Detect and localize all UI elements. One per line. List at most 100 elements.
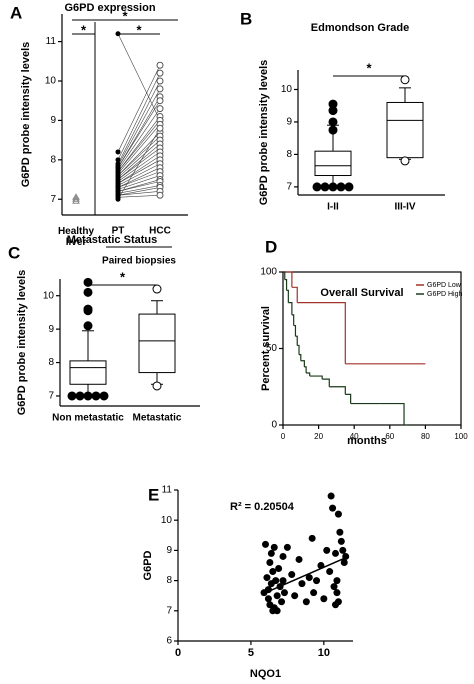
significance-star: *	[81, 22, 87, 37]
point	[279, 552, 287, 560]
outlier	[320, 182, 330, 192]
box	[138, 313, 176, 374]
pair-line	[117, 155, 161, 184]
survival-step	[304, 366, 307, 373]
y-tick-label: 7	[50, 194, 56, 205]
y-tick-label: 8	[50, 154, 56, 165]
point	[339, 546, 347, 554]
label-line: liver	[66, 237, 87, 248]
label-line: Healthy	[58, 226, 95, 237]
point	[278, 598, 286, 606]
y-tick-label: 9	[286, 117, 292, 128]
legend-label: G6PD High	[427, 291, 463, 298]
y-tick-label: 7	[166, 605, 172, 616]
healthy-point	[72, 195, 80, 202]
x-tick-label: 0	[281, 432, 286, 441]
x-category-label: Healthy liver	[58, 226, 95, 248]
survival-step	[306, 372, 311, 377]
x-tick-label: 100	[454, 432, 468, 441]
point	[329, 504, 337, 512]
survival-step	[380, 402, 405, 425]
panel-letter: B	[240, 9, 252, 28]
y-tick-label: 11	[46, 36, 57, 47]
pair-line	[117, 33, 161, 121]
hcc-point	[156, 77, 164, 85]
pair-line	[117, 100, 161, 168]
outlier	[99, 391, 109, 401]
pair-line	[117, 80, 161, 164]
point	[280, 589, 288, 597]
panel-letter: C	[8, 243, 20, 262]
chart-title: G6PD expression	[64, 2, 155, 14]
healthy-point	[72, 197, 80, 204]
point	[275, 565, 283, 573]
y-tick-label: 9	[166, 545, 172, 556]
survival-step	[345, 393, 352, 404]
point	[283, 543, 291, 551]
pt-point	[115, 157, 121, 163]
survival-step	[309, 375, 323, 380]
outlier	[328, 106, 338, 116]
outlier	[83, 277, 93, 287]
pair-line	[117, 159, 161, 184]
point	[332, 549, 339, 557]
healthy-point	[72, 193, 80, 200]
point	[323, 546, 331, 554]
point	[269, 568, 277, 576]
chart-title: Metastatic Status	[67, 234, 157, 246]
point	[333, 589, 341, 597]
outlier	[344, 182, 354, 192]
survival-step	[291, 314, 295, 326]
trendline	[265, 555, 349, 594]
box	[386, 101, 424, 159]
point	[266, 558, 274, 566]
pair-line	[117, 187, 161, 196]
y-tick-label: 7	[286, 182, 292, 193]
point	[305, 574, 313, 582]
survival-step	[297, 302, 346, 364]
point	[295, 555, 303, 563]
pair-line	[117, 167, 161, 188]
point	[288, 571, 296, 579]
hcc-point	[156, 97, 164, 105]
pair-line	[117, 143, 161, 180]
pair-line	[117, 108, 161, 170]
pair-line	[117, 135, 161, 176]
pair-line	[117, 120, 161, 172]
x-axis-label: months	[347, 435, 387, 447]
outlier	[328, 182, 338, 192]
outlier	[312, 182, 322, 192]
point	[264, 595, 272, 603]
pair-line	[117, 194, 161, 198]
pair-line	[117, 88, 161, 166]
pt-point	[115, 196, 121, 202]
pair-line	[117, 185, 161, 194]
pair-line	[117, 163, 161, 186]
survival-step	[283, 271, 293, 288]
y-tick-label: 100	[260, 267, 277, 278]
y-axis-label: G6PD probe intensity levels	[258, 60, 270, 206]
outlier	[75, 391, 85, 401]
outlier	[328, 125, 338, 135]
hcc-point	[156, 69, 164, 77]
hcc-point	[156, 124, 164, 132]
pair-line	[117, 171, 161, 188]
significance-star: *	[366, 60, 372, 75]
annotation: R² = 0.20504	[230, 501, 295, 513]
point	[337, 537, 345, 545]
outlier	[152, 381, 162, 391]
significance-star: *	[122, 8, 128, 23]
survival-step	[288, 302, 293, 315]
hcc-point	[156, 191, 164, 199]
chart-title: Edmondson Grade	[311, 22, 409, 34]
point	[273, 592, 281, 600]
panel-letter: E	[148, 485, 159, 504]
point	[298, 580, 306, 588]
y-axis-label: G6PD probe intensity levels	[20, 42, 32, 188]
point	[332, 601, 339, 609]
y-axis-label: G6PD probe intensity levels	[16, 270, 28, 416]
survival-step	[300, 360, 305, 367]
outlier	[152, 284, 162, 294]
y-tick-label: 6	[166, 636, 172, 647]
survival-step	[293, 324, 297, 337]
